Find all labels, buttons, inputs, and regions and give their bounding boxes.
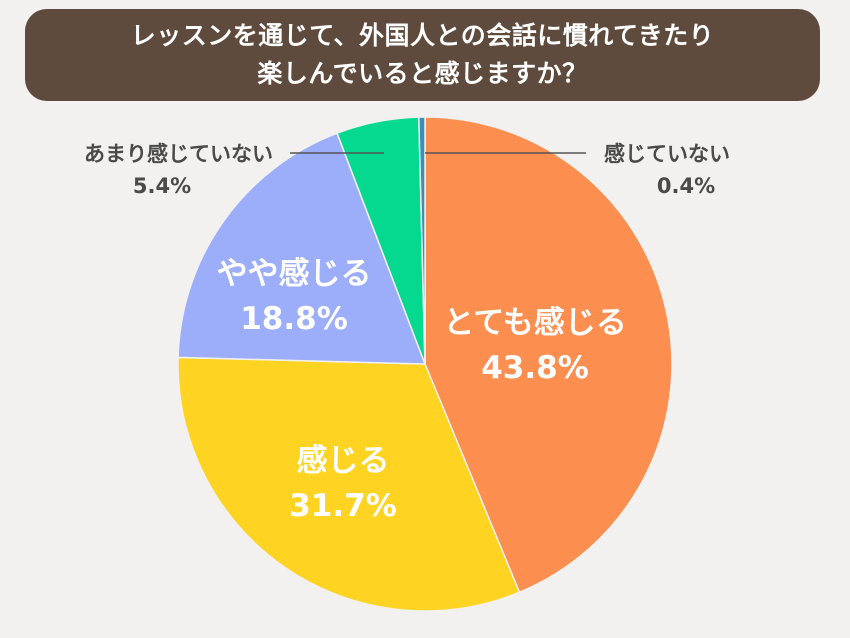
pie-labels: とても感じる 43.8% 感じる 31.7% やや感じる 18.8% あまり感じていない 5.… bbox=[84, 142, 730, 524]
title-banner: レッスンを通じて、外国人との会話に慣れてきたり 楽しんでいると感じますか？ bbox=[25, 9, 820, 101]
pie-slice-3 bbox=[177, 132, 427, 365]
title-line-2: 楽しんでいると感じますか？ bbox=[257, 59, 588, 88]
pie-slice-1 bbox=[424, 116, 673, 594]
slice-value-1: 43.8% bbox=[481, 350, 589, 386]
slice-label-1: とても感じる bbox=[443, 305, 627, 341]
pie-slice-5 bbox=[418, 116, 426, 365]
slice-value-3: 18.8% bbox=[240, 301, 348, 337]
slice-label-3: やや感じる bbox=[217, 256, 372, 292]
outer-value-4: 5.4% bbox=[133, 174, 191, 198]
slice-label-2: 感じる bbox=[297, 443, 390, 479]
pie-slices bbox=[177, 116, 673, 612]
outer-value-5: 0.4% bbox=[657, 174, 715, 198]
pie-slice-2 bbox=[177, 356, 521, 612]
title-line-1: レッスンを通じて、外国人との会話に慣れてきたり bbox=[130, 21, 715, 50]
slice-value-2: 31.7% bbox=[289, 488, 397, 524]
outer-label-4: あまり感じていない bbox=[84, 142, 273, 166]
outer-label-5: 感じていない bbox=[604, 142, 730, 166]
